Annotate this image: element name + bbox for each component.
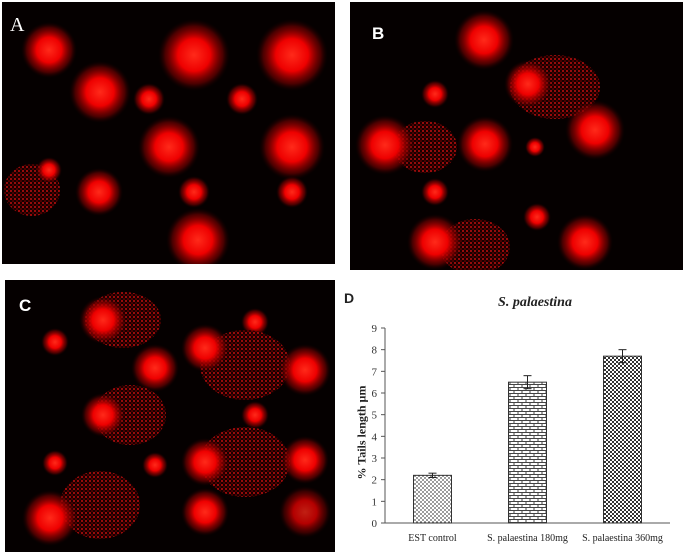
comet-cells-a xyxy=(4,19,328,264)
y-tick-label: 3 xyxy=(372,453,378,465)
bar xyxy=(603,355,642,524)
y-tick-label: 8 xyxy=(372,345,378,357)
y-tick-label: 4 xyxy=(372,431,378,443)
comet-image-a: A xyxy=(2,2,335,264)
chart-title: S. palaestina xyxy=(498,295,572,310)
panel-label-d: D xyxy=(344,290,355,306)
bar xyxy=(508,381,547,524)
panel-label-c: C xyxy=(19,296,32,315)
y-tick-label: 9 xyxy=(372,323,378,335)
y-tick-label: 1 xyxy=(372,496,378,508)
bar xyxy=(413,474,452,524)
panel-label-a: A xyxy=(10,14,25,36)
x-tick-label: S. palaestina 180mg xyxy=(487,533,568,544)
bar-chart: 0 1 2 3 4 5 6 7 8 9 EST control S. palaestina 180mg… xyxy=(372,323,670,544)
comet-image-b: B xyxy=(350,2,683,270)
y-tick-label: 7 xyxy=(372,366,378,378)
y-tick-label: 2 xyxy=(372,475,378,487)
panel-label-b: B xyxy=(372,24,385,43)
comet-image-c: C xyxy=(5,280,335,552)
comet-cells-c xyxy=(22,292,331,546)
comet-cells-b xyxy=(355,10,625,270)
y-tick-label: 6 xyxy=(372,388,378,400)
x-tick-label: EST control xyxy=(408,533,457,544)
x-tick-label: S. palaestina 360mg xyxy=(582,533,663,544)
y-tick-label: 0 xyxy=(372,518,378,530)
y-tick-label: 5 xyxy=(372,410,378,422)
